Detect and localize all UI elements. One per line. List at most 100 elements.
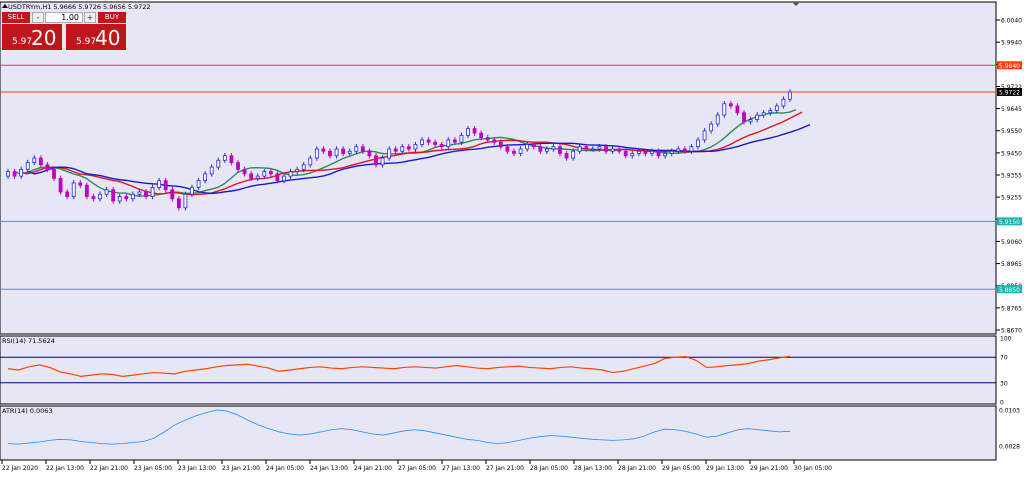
candle <box>354 146 359 152</box>
candle <box>25 162 30 170</box>
candle <box>58 177 63 193</box>
time-axis-label: 23 Jan 21:00 <box>222 465 260 472</box>
lot-size-input[interactable] <box>45 12 83 23</box>
sell-price-pips: 20 <box>31 26 57 50</box>
rsi-pane[interactable] <box>0 335 997 405</box>
candle <box>564 153 569 159</box>
candle <box>689 146 694 152</box>
time-axis-label: 27 Jan 21:00 <box>486 465 524 472</box>
candle <box>748 119 753 123</box>
price-axis-label: 5.9450 <box>1001 150 1022 157</box>
candle <box>531 144 536 148</box>
price-pane[interactable] <box>0 1 997 335</box>
rsi-line <box>7 355 791 378</box>
candle <box>472 128 477 134</box>
candle <box>314 148 319 159</box>
candle <box>183 193 188 209</box>
rsi-axis-label: 70 <box>1000 355 1008 362</box>
sell-price-box[interactable]: 5.97 20 <box>2 24 62 50</box>
lot-decrease-button[interactable]: - <box>32 12 44 23</box>
candle <box>538 146 543 152</box>
candle <box>466 128 470 136</box>
price-axis-label: 5.9255 <box>1001 195 1022 202</box>
candle <box>38 157 43 166</box>
time-axis-label: 23 Jan 13:00 <box>178 465 216 472</box>
candle <box>544 148 549 152</box>
candle <box>781 98 786 107</box>
candle <box>452 139 457 143</box>
candle <box>755 114 760 120</box>
lot-increase-button[interactable]: + <box>84 12 96 23</box>
candle <box>498 141 503 148</box>
price-axis-label: 5.9550 <box>1001 128 1022 135</box>
rsi-label: RSI(14) 71.5624 <box>2 337 55 345</box>
price-tag-3 <box>997 285 1022 294</box>
time-axis-label: 29 Jan 05:00 <box>662 465 700 472</box>
candle <box>6 171 10 177</box>
candle <box>288 171 293 177</box>
candle <box>393 148 398 152</box>
candle <box>715 114 720 125</box>
candle <box>413 144 418 150</box>
candle <box>360 146 365 152</box>
candle <box>242 168 247 175</box>
candle <box>676 148 681 152</box>
atr-pane[interactable] <box>0 405 997 461</box>
price-axis-label: 6.0040 <box>1001 18 1022 25</box>
candle <box>420 139 424 145</box>
atr-line <box>7 409 791 445</box>
chart-shift-icon[interactable] <box>792 2 800 6</box>
candle <box>604 146 608 152</box>
candle <box>597 146 602 150</box>
candle <box>742 112 746 123</box>
candle <box>65 191 70 197</box>
candle <box>249 173 254 179</box>
candle <box>669 150 674 154</box>
candle <box>222 155 227 161</box>
candle <box>590 148 595 151</box>
candle <box>696 139 700 148</box>
time-axis-label: 22 Jan 2020 <box>2 465 38 472</box>
candle <box>682 148 687 152</box>
candle <box>525 144 530 150</box>
candle <box>209 166 214 175</box>
candle <box>387 148 392 159</box>
candle <box>91 196 96 200</box>
candle <box>617 148 622 152</box>
candle <box>374 155 378 166</box>
price-axis-label: 5.9645 <box>1001 106 1022 113</box>
candle <box>170 189 175 200</box>
candle <box>439 144 444 148</box>
candle <box>321 148 326 152</box>
candle <box>347 150 352 154</box>
candle <box>650 150 654 154</box>
buy-price-box[interactable]: 5.97 40 <box>66 24 126 50</box>
collapse-arrow-icon[interactable] <box>2 4 8 8</box>
price-axis-label: 5.8670 <box>1001 328 1022 335</box>
candle <box>236 162 240 170</box>
buy-price-pips: 40 <box>95 26 121 50</box>
candle <box>479 132 484 139</box>
candle <box>709 123 714 132</box>
price-axis-label: 5.9940 <box>1001 40 1022 47</box>
candle <box>768 110 773 114</box>
candle <box>505 146 510 152</box>
candle <box>328 150 332 157</box>
price-tag-label: 5.9150 <box>999 219 1020 226</box>
time-axis-label: 29 Jan 21:00 <box>750 465 788 472</box>
candle <box>400 146 405 152</box>
time-axis-label: 22 Jan 13:00 <box>46 465 84 472</box>
chart-title: USDTRYm,H1 5.9666 5.9726 5.9656 5.9722 <box>8 3 151 11</box>
candle <box>301 164 306 170</box>
price-tag-label: 5.9722 <box>999 89 1020 96</box>
candle <box>275 173 280 182</box>
candle <box>761 112 766 116</box>
buy-button[interactable]: BUY <box>98 12 126 23</box>
price-axis-label: 5.8965 <box>1001 261 1022 268</box>
atr-axis-label: 0.0103 <box>999 408 1020 415</box>
time-axis-label: 27 Jan 05:00 <box>398 465 436 472</box>
sell-button[interactable]: SELL <box>2 12 30 23</box>
candle <box>433 141 438 145</box>
